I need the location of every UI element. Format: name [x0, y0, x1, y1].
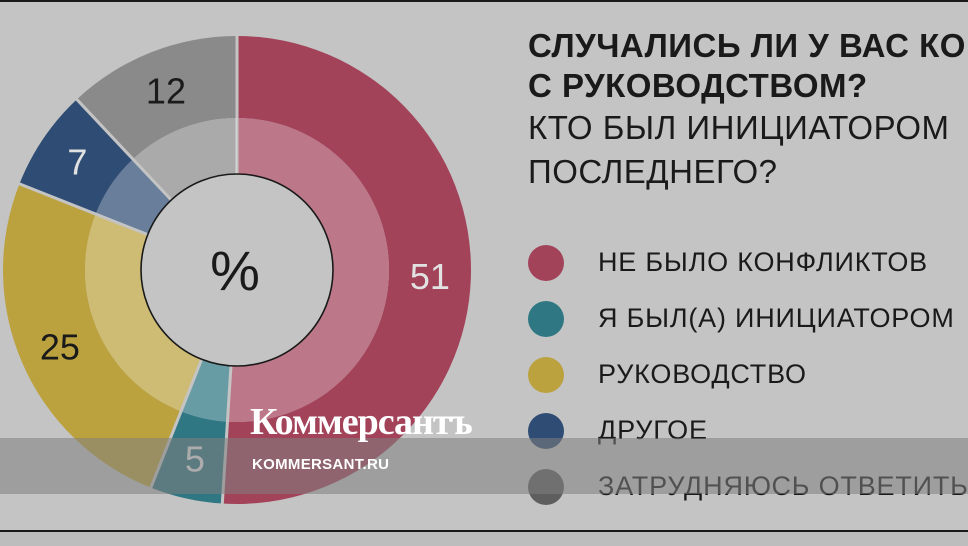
donut-hole: [141, 174, 333, 366]
donut-slice: [2, 183, 182, 488]
center-percent-label: %: [210, 239, 260, 302]
donut-inner-ring: [17, 34, 390, 506]
donut-slice-inner-highlight: [181, 359, 231, 422]
donut-slice-inner-highlight: [85, 214, 202, 412]
slice-value-label: 7: [67, 142, 87, 183]
donut-slices: [2, 36, 471, 504]
donut-slice: [19, 99, 133, 215]
donut-slice-inner: [132, 118, 237, 201]
donut-slice: [222, 36, 471, 504]
title-line-1: Случались ли у вас ко: [528, 27, 966, 64]
slice-separator: [74, 96, 173, 202]
watermark-band: [0, 438, 968, 494]
slice-value-label: 25: [40, 327, 80, 368]
watermark-brand: Коммерсантъ: [250, 401, 473, 443]
subtitle-line-1: Кто был инициатором: [528, 109, 950, 146]
donut-slice-inner: [95, 159, 172, 235]
donut-slice: [76, 36, 237, 160]
chart-title: Случались ли у вас ко с руководством?: [528, 26, 968, 106]
legend-swatch: [528, 245, 564, 281]
top-border: [0, 0, 968, 2]
donut-slice-inner: [85, 214, 202, 412]
slice-value-label: 51: [410, 256, 450, 297]
donut-slice-inner-highlight: [132, 118, 237, 201]
chart-subtitle: Кто был инициатором последнего?: [528, 106, 968, 194]
slice-labels: 51525712: [40, 71, 450, 480]
donut-chart: 51525712 %: [2, 34, 471, 506]
slice-separator: [17, 181, 149, 237]
watermark-url: KOMMERSANT.RU: [252, 456, 390, 473]
legend-label: РУКОВОДСТВО: [598, 359, 807, 389]
donut-slice-inner: [181, 359, 231, 422]
donut-slice-inner-highlight: [95, 159, 172, 235]
slice-value-label: 12: [146, 71, 186, 112]
title-line-2: с руководством?: [528, 67, 868, 104]
donut-slice-inner: [227, 118, 390, 422]
legend-swatch: [528, 301, 564, 337]
donut-slice-inner-highlight: [227, 118, 390, 422]
donut-center-ring: [140, 173, 334, 367]
legend-swatch: [528, 357, 564, 393]
legend-label: НЕ БЫЛО КОНФЛИКТОВ: [598, 247, 928, 277]
legend-label: Я БЫЛ(А) ИНИЦИАТОРОМ: [598, 303, 955, 333]
subtitle-line-2: последнего?: [528, 153, 778, 190]
bottom-border: [0, 530, 968, 546]
